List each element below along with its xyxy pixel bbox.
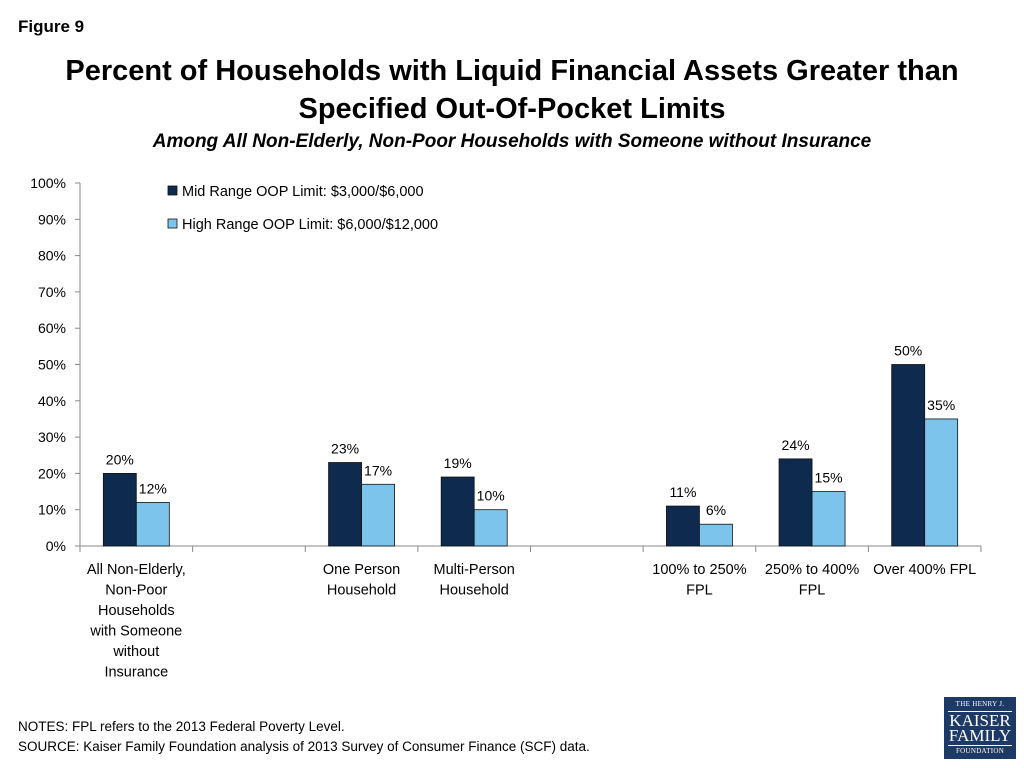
y-tick-label: 70% — [38, 284, 66, 300]
x-tick-label: Non-Poor — [105, 583, 167, 599]
bar-high-range — [924, 418, 959, 547]
x-tick-label: FPL — [686, 583, 713, 599]
chart-title-line-1: Percent of Households with Liquid Financ… — [65, 55, 959, 87]
bar-mid-range — [440, 476, 475, 547]
data-label: 19% — [444, 455, 472, 471]
data-label: 24% — [782, 437, 810, 453]
bar-high-range — [473, 509, 508, 547]
bar-mid-range — [778, 458, 813, 547]
kaiser-logo: THE HENRY J. KAISER FAMILY FOUNDATION — [944, 697, 1016, 759]
data-label: 10% — [477, 488, 505, 504]
bar-high-range — [135, 502, 170, 547]
x-tick-label: with Someone — [89, 624, 182, 640]
x-tick-label: Insurance — [104, 665, 168, 681]
data-label: 15% — [815, 470, 843, 486]
bar-high-range — [699, 523, 733, 547]
y-tick-label: 30% — [38, 429, 66, 445]
logo-line-1: THE HENRY J. — [955, 700, 1005, 708]
data-label: 6% — [706, 502, 726, 518]
bar-mid-range — [102, 472, 137, 547]
legend-label: Mid Range OOP Limit: $3,000/$6,000 — [182, 184, 424, 200]
legend-swatch — [167, 185, 178, 196]
x-tick-label: 100% to 250% — [652, 562, 746, 578]
bar-mid-range — [891, 364, 926, 547]
x-tick-label: Household — [327, 583, 396, 599]
x-tick-label: Household — [440, 583, 509, 599]
y-tick-label: 20% — [38, 465, 66, 481]
x-tick-label: Households — [98, 603, 175, 619]
logo-rule — [948, 711, 1012, 712]
data-label: 11% — [669, 484, 696, 500]
data-label: 50% — [894, 343, 922, 359]
x-tick-label: 250% to 400% — [765, 562, 859, 578]
notes-block: NOTES: FPL refers to the 2013 Federal Po… — [18, 717, 590, 757]
bar-mid-range — [328, 462, 362, 547]
y-tick-label: 0% — [46, 538, 66, 554]
y-tick-label: 80% — [38, 248, 66, 264]
legend-swatch — [167, 218, 178, 229]
x-tick-label: All Non-Elderly, — [87, 562, 186, 578]
bar-high-range — [361, 483, 395, 547]
data-label: 23% — [331, 441, 359, 457]
chart-subtitle: Among All Non-Elderly, Non-Poor Househol… — [152, 131, 872, 152]
y-tick-label: 10% — [38, 502, 66, 518]
data-label: 17% — [364, 462, 392, 478]
x-tick-label: FPL — [799, 583, 826, 599]
x-tick-label: One Person — [323, 562, 400, 578]
logo-line-3: FAMILY — [948, 726, 1012, 745]
chart-title: Percent of Households with Liquid Financ… — [0, 52, 1024, 128]
y-tick-label: 40% — [38, 393, 66, 409]
source-line: SOURCE: Kaiser Family Foundation analysi… — [18, 739, 590, 754]
logo-line-2: KAISER — [949, 711, 1011, 730]
data-label: 35% — [927, 397, 955, 413]
bar-high-range — [811, 491, 846, 547]
x-tick-label: without — [112, 644, 159, 660]
legend-label: High Range OOP Limit: $6,000/$12,000 — [182, 217, 438, 233]
y-tick-label: 50% — [38, 357, 66, 373]
data-label: 20% — [106, 451, 134, 467]
y-tick-label: 100% — [30, 175, 66, 191]
figure-label: Figure 9 — [18, 17, 85, 36]
bar-chart: 0% 10% 20% 30% 40% 50% 60% 70% 80% 90% 100% All Non… — [30, 175, 982, 681]
y-tick-label: 60% — [38, 320, 66, 336]
bar-mid-range — [666, 505, 700, 547]
data-label: 12% — [139, 480, 167, 496]
logo-line-4: FOUNDATION — [955, 747, 1005, 755]
x-tick-label: Over 400% FPL — [873, 562, 976, 578]
y-tick-label: 90% — [38, 211, 66, 227]
chart-title-line-2: Specified Out-Of-Pocket Limits — [298, 93, 726, 125]
notes-line: NOTES: FPL refers to the 2013 Federal Po… — [18, 719, 345, 734]
x-tick-label: Multi-Person — [433, 562, 514, 578]
logo-rule — [948, 745, 1012, 746]
